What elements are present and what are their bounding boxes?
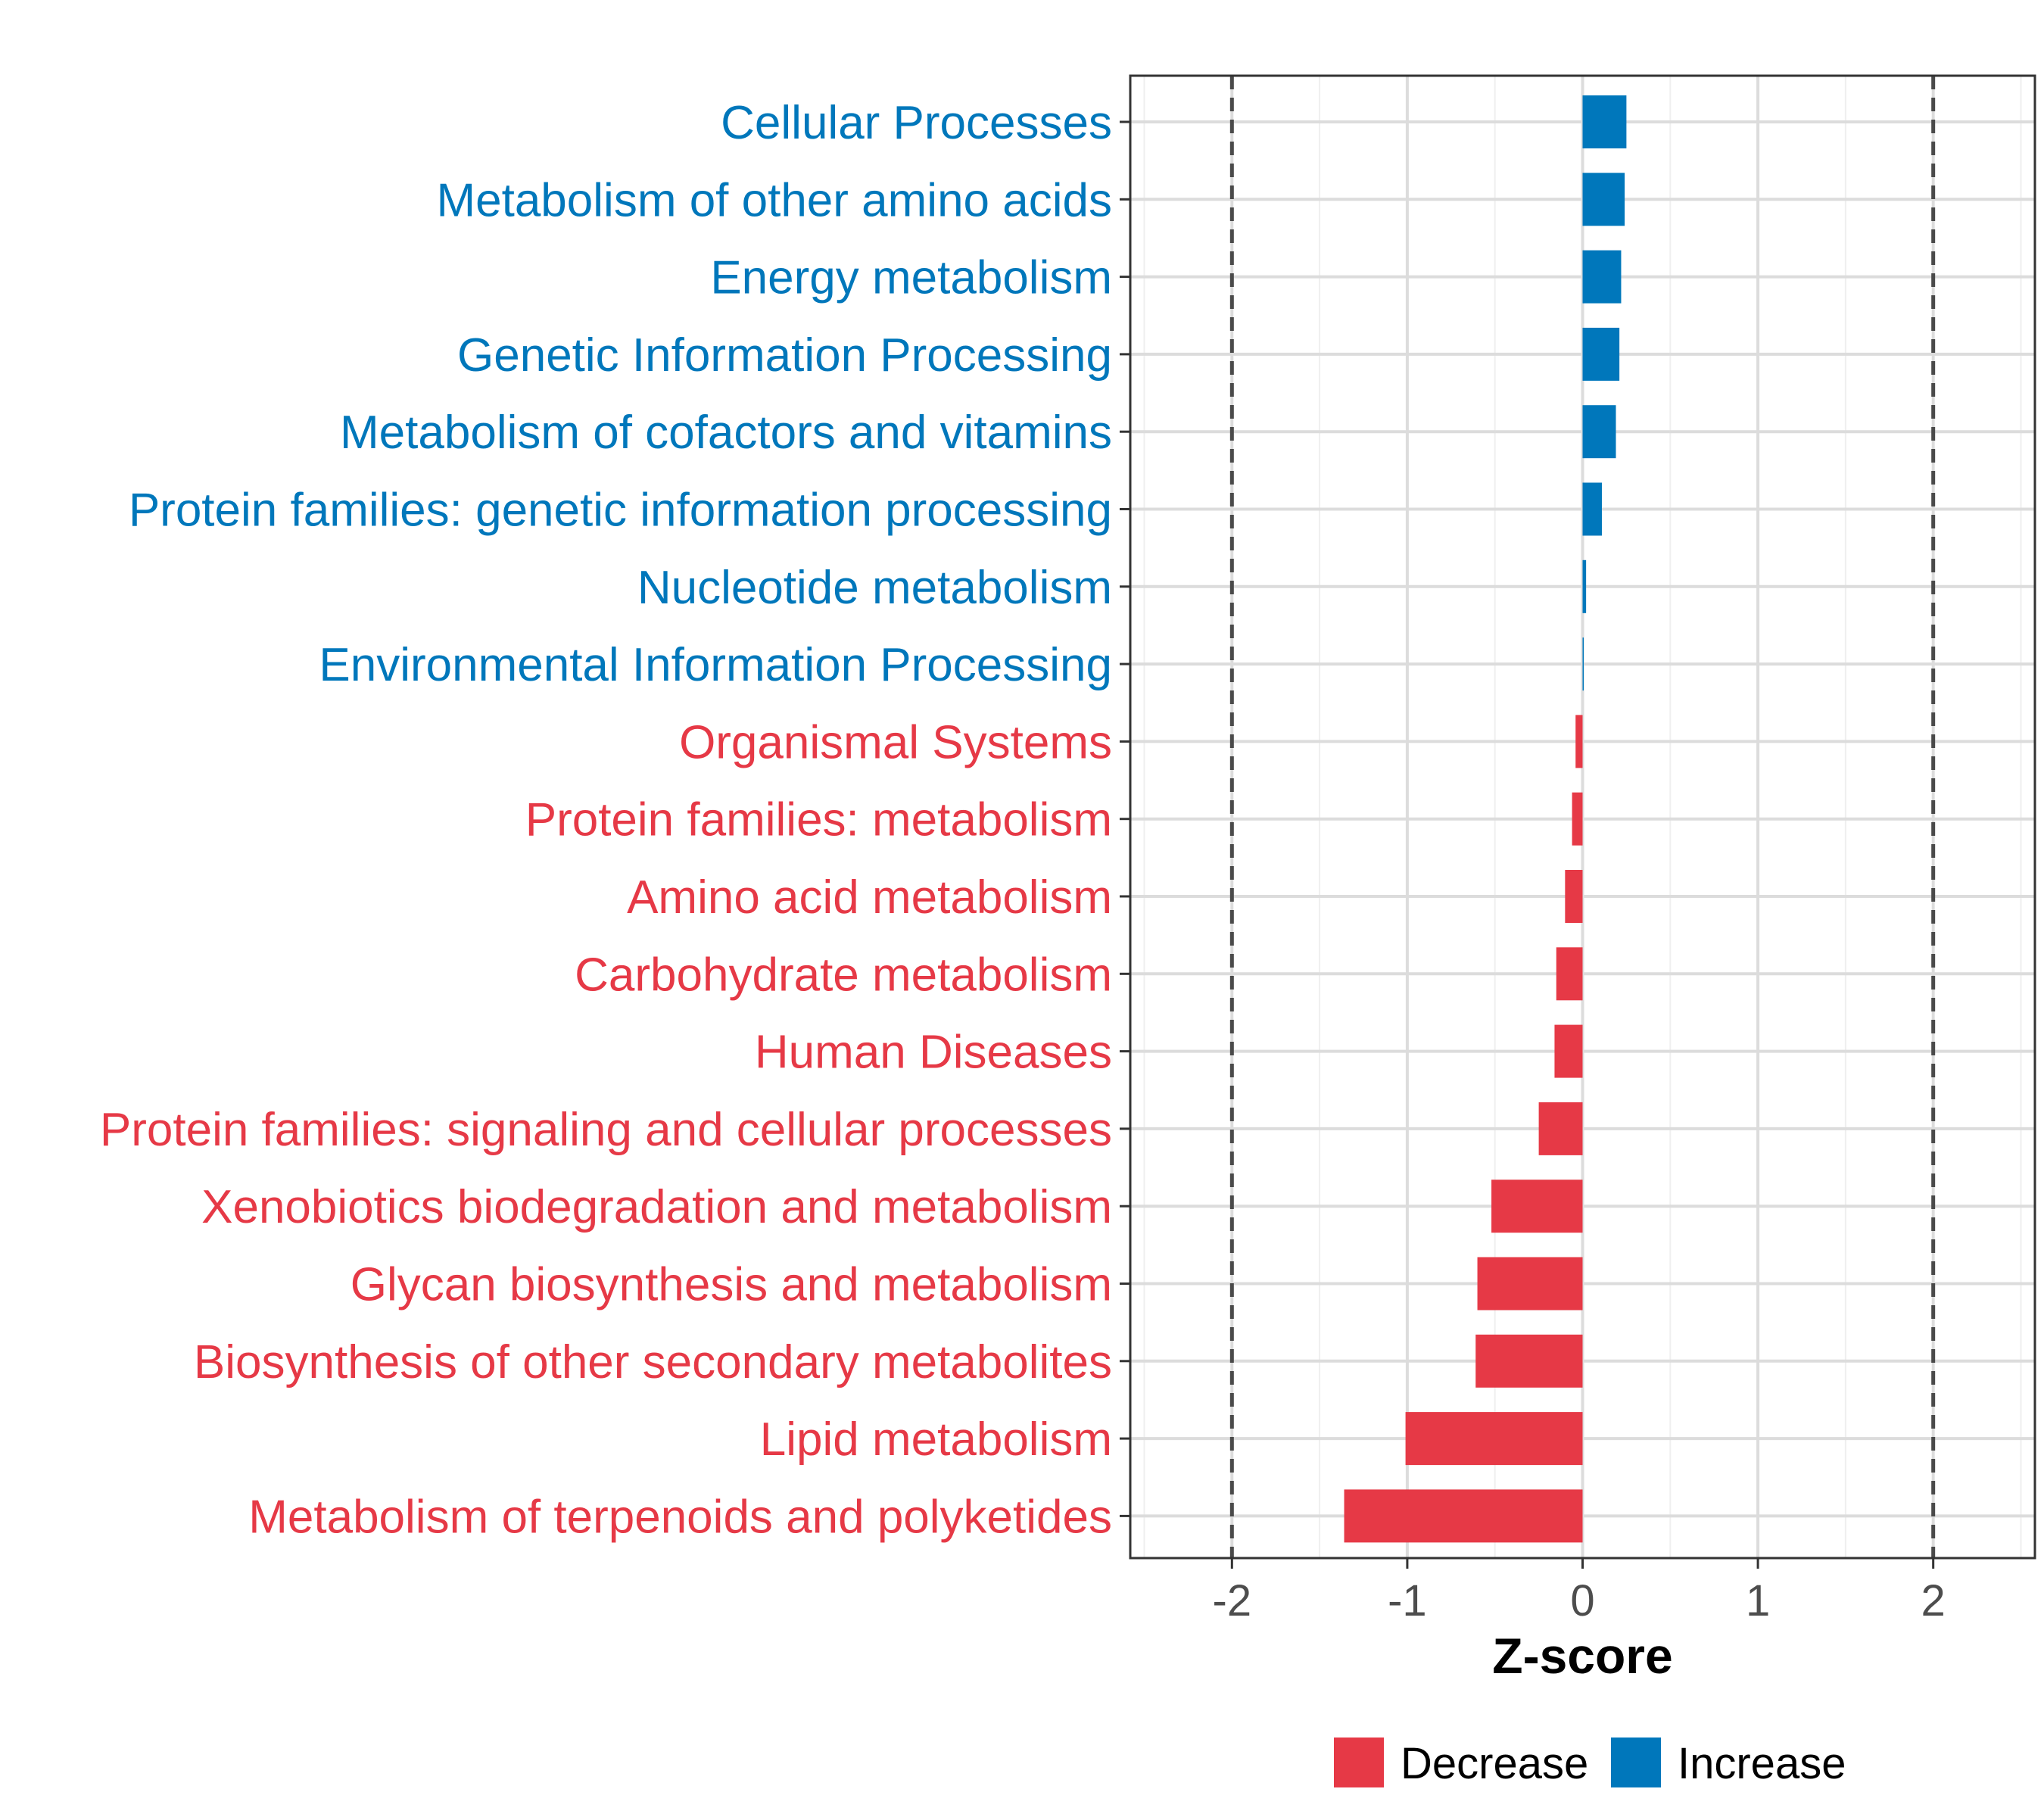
category-label: Protein families: signaling and cellular… <box>100 1104 1112 1156</box>
x-axis-title: Z-score <box>1492 1628 1672 1684</box>
x-tick-label: -1 <box>1388 1576 1427 1625</box>
bar <box>1475 1334 1583 1388</box>
bar <box>1582 250 1622 304</box>
category-label: Lipid metabolism <box>760 1413 1112 1466</box>
category-label: Human Diseases <box>755 1027 1112 1079</box>
reference-lines <box>1229 76 1936 1558</box>
x-tick-label: 2 <box>1921 1576 1946 1625</box>
category-label: Energy metabolism <box>710 252 1112 304</box>
bar-layer <box>1344 95 1627 1543</box>
bar <box>1582 637 1584 691</box>
legend: Decrease Increase <box>1334 1738 1846 1788</box>
category-label: Metabolism of terpenoids and polyketides <box>248 1491 1112 1543</box>
bar <box>1575 715 1583 768</box>
x-tick-label: 0 <box>1570 1576 1594 1625</box>
bar <box>1344 1489 1583 1543</box>
category-label: Environmental Information Processing <box>319 639 1112 691</box>
bar <box>1491 1180 1583 1233</box>
category-label: Protein families: genetic information pr… <box>129 485 1112 537</box>
bar <box>1582 482 1602 536</box>
legend-swatch <box>1611 1738 1661 1787</box>
y-axis: Cellular Processes Metabolism of other am… <box>100 97 1130 1543</box>
bar <box>1582 327 1620 381</box>
category-label: Metabolism of cofactors and vitamins <box>340 407 1112 459</box>
category-label: Nucleotide metabolism <box>637 562 1112 614</box>
category-label: Carbohydrate metabolism <box>575 949 1112 1001</box>
bar <box>1477 1257 1583 1311</box>
bar <box>1565 870 1583 923</box>
legend-label: Decrease <box>1401 1739 1588 1788</box>
bar <box>1554 1024 1583 1078</box>
bar <box>1556 947 1583 1001</box>
bar <box>1582 173 1625 226</box>
category-label: Biosynthesis of other secondary metaboli… <box>194 1336 1112 1388</box>
x-tick-label: 1 <box>1746 1576 1770 1625</box>
x-tick-label: -2 <box>1213 1576 1252 1625</box>
category-label: Cellular Processes <box>721 97 1112 149</box>
legend-swatch <box>1334 1738 1384 1787</box>
bar <box>1572 792 1583 846</box>
bar <box>1582 405 1616 459</box>
category-label: Organismal Systems <box>679 716 1112 768</box>
category-label: Amino acid metabolism <box>627 871 1112 924</box>
category-label: Glycan biosynthesis and metabolism <box>351 1259 1112 1311</box>
bar <box>1538 1102 1583 1155</box>
legend-label: Increase <box>1678 1739 1846 1788</box>
bar <box>1582 95 1627 148</box>
category-label: Protein families: metabolism <box>525 794 1112 846</box>
category-label: Genetic Information Processing <box>457 329 1112 382</box>
category-label: Metabolism of other amino acids <box>436 174 1112 226</box>
x-axis: -2 -1 0 1 2 <box>1213 1558 1946 1625</box>
bar <box>1582 559 1587 613</box>
bar <box>1405 1412 1583 1466</box>
category-label: Xenobiotics biodegradation and metabolis… <box>201 1181 1112 1233</box>
